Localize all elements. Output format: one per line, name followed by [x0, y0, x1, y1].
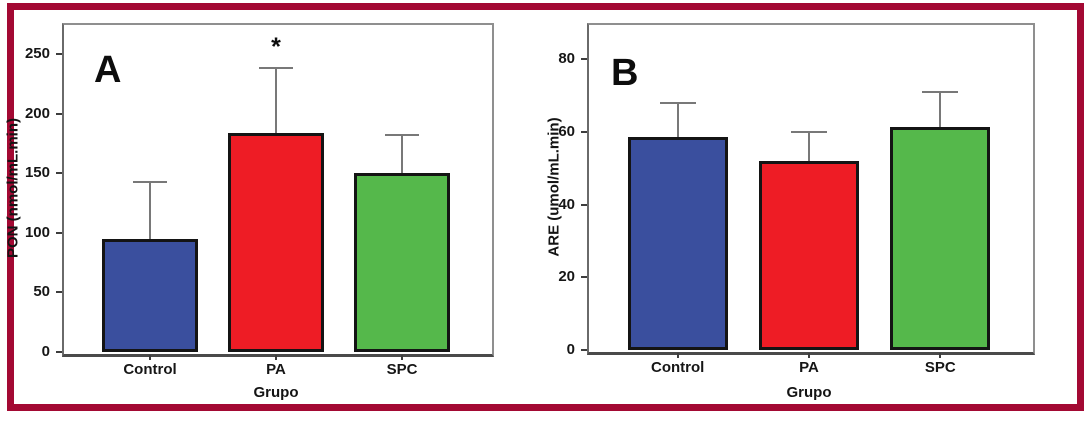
x-tick-mark — [808, 353, 810, 358]
y-tick-mark — [56, 231, 62, 234]
y-tick-label: 50 — [33, 283, 50, 301]
y-tick-mark — [581, 349, 587, 351]
y-tick-mark — [56, 52, 62, 55]
y-tick-mark — [581, 58, 587, 61]
category-label: PA — [266, 361, 286, 378]
y-tick-label: 250 — [24, 44, 50, 62]
category-label: PA — [799, 359, 819, 376]
bar-control — [102, 238, 198, 352]
y-tick-label: 0 — [566, 341, 575, 358]
x-axis-title-a: Grupo — [253, 384, 299, 401]
bar-pa — [759, 161, 859, 350]
error-bar-cap — [922, 91, 959, 94]
y-tick-mark — [56, 172, 62, 175]
y-tick-label: 200 — [24, 104, 50, 122]
y-tick-label: 40 — [558, 195, 575, 213]
category-label: Control — [123, 361, 177, 378]
panel-label-a: A — [94, 49, 122, 91]
error-bar-cap — [258, 67, 294, 70]
error-bar-line — [275, 68, 277, 133]
bar-control — [627, 137, 728, 350]
error-bar-line — [808, 132, 810, 162]
error-bar-cap — [659, 101, 696, 104]
x-tick-mark — [401, 355, 403, 360]
y-tick-label: 80 — [558, 50, 575, 68]
y-tick-mark — [56, 351, 62, 353]
error-bar-line — [939, 92, 942, 127]
error-bar-cap — [791, 131, 827, 133]
category-label: SPC — [386, 361, 418, 378]
x-tick-mark — [939, 353, 942, 358]
y-tick-mark — [581, 276, 587, 279]
bar-pa — [228, 132, 324, 352]
category-label: SPC — [924, 359, 956, 376]
x-tick-mark — [676, 353, 679, 358]
error-bar-line — [401, 135, 403, 174]
significance-asterisk: * — [271, 33, 281, 62]
y-tick-label: 0 — [41, 343, 50, 360]
error-bar-line — [149, 181, 151, 239]
y-tick-mark — [56, 112, 62, 115]
x-tick-mark — [149, 355, 151, 360]
y-tick-mark — [581, 131, 587, 133]
error-bar-cap — [384, 134, 420, 137]
y-tick-mark — [581, 203, 587, 206]
category-label: Control — [650, 359, 705, 376]
y-tick-label: 150 — [24, 164, 50, 182]
x-tick-mark — [275, 355, 277, 360]
panel-label-b: B — [611, 52, 639, 94]
y-tick-label: 100 — [24, 223, 50, 241]
y-tick-label: 60 — [558, 123, 575, 140]
x-axis-title-b: Grupo — [786, 384, 832, 401]
y-tick-label: 20 — [558, 268, 575, 286]
y-tick-mark — [56, 291, 62, 294]
bar-spc — [354, 173, 450, 352]
y-axis-title-b: ARE (umol/mL.min) — [545, 117, 563, 257]
error-bar-line — [676, 102, 679, 138]
bar-spc — [890, 126, 991, 350]
error-bar-cap — [132, 180, 168, 183]
